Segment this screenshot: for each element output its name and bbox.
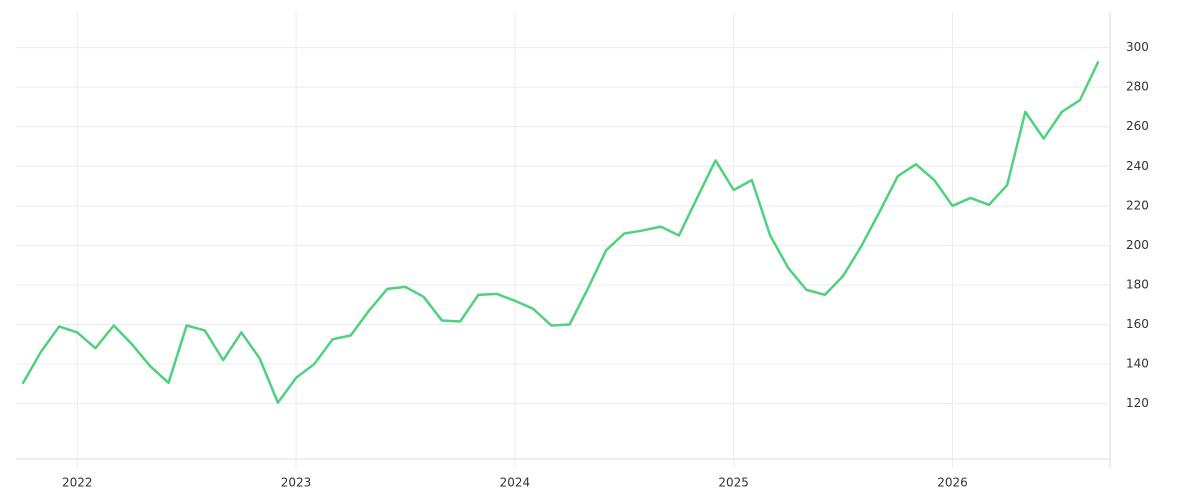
y-tick-label: 140 (1126, 357, 1149, 371)
y-tick-label: 300 (1126, 40, 1149, 54)
y-tick-label: 240 (1126, 159, 1149, 173)
y-tick-label: 120 (1126, 396, 1149, 410)
y-tick-label: 180 (1126, 277, 1149, 291)
y-tick-label: 160 (1126, 317, 1149, 331)
y-tick-label: 280 (1126, 80, 1149, 94)
y-tick-label: 260 (1126, 119, 1149, 133)
x-tick-label: 2025 (718, 476, 749, 490)
x-tick-label: 2026 (937, 476, 968, 490)
line-series (21, 60, 1100, 404)
y-tick-label: 220 (1126, 198, 1149, 212)
x-tick-label: 2022 (62, 476, 93, 490)
x-tick-label: 2024 (500, 476, 531, 490)
x-tick-label: 2023 (281, 476, 312, 490)
y-tick-label: 200 (1126, 238, 1149, 252)
